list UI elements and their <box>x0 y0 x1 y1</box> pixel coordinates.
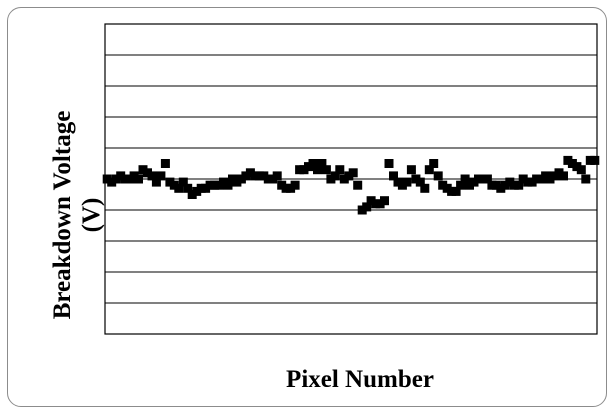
data-point <box>174 183 184 193</box>
data-point <box>362 202 372 212</box>
x-axis-label: Pixel Number <box>286 366 434 393</box>
data-point <box>147 171 157 181</box>
data-point <box>581 174 591 184</box>
data-point <box>313 165 322 175</box>
data-point <box>353 180 363 190</box>
data-point <box>576 165 586 175</box>
data-point <box>406 165 416 175</box>
data-point <box>223 180 233 190</box>
data-point <box>402 177 412 187</box>
data-point <box>335 165 345 175</box>
data-point <box>482 174 492 184</box>
data-point <box>424 165 434 175</box>
data-point <box>433 171 443 181</box>
data-point <box>384 159 394 168</box>
data-point <box>290 180 300 190</box>
data-point <box>308 159 318 168</box>
data-point <box>272 171 282 181</box>
y-axis-label: Breakdown Voltage (V) <box>22 70 132 360</box>
data-points <box>102 155 600 215</box>
data-point <box>380 196 389 206</box>
data-point <box>156 171 166 181</box>
data-point <box>514 180 524 190</box>
data-point <box>389 171 398 181</box>
data-point <box>456 180 466 190</box>
data-point <box>178 177 188 187</box>
data-point <box>460 174 470 184</box>
data-point <box>151 177 161 187</box>
data-point <box>429 159 439 168</box>
data-point <box>183 183 193 193</box>
data-point <box>134 174 143 184</box>
data-point <box>451 186 461 196</box>
y-axis-label-line-2: (V) <box>78 197 105 233</box>
data-point <box>559 171 568 181</box>
data-point <box>420 183 430 193</box>
data-point <box>348 168 358 178</box>
data-point <box>415 177 425 187</box>
data-point <box>250 171 260 181</box>
chart-svg <box>102 23 600 335</box>
data-point <box>321 165 331 175</box>
y-axis-label-line-1: Breakdown Voltage <box>49 110 76 320</box>
data-point <box>317 159 327 168</box>
data-point <box>330 171 340 181</box>
data-point <box>160 159 170 168</box>
data-point <box>590 155 600 165</box>
